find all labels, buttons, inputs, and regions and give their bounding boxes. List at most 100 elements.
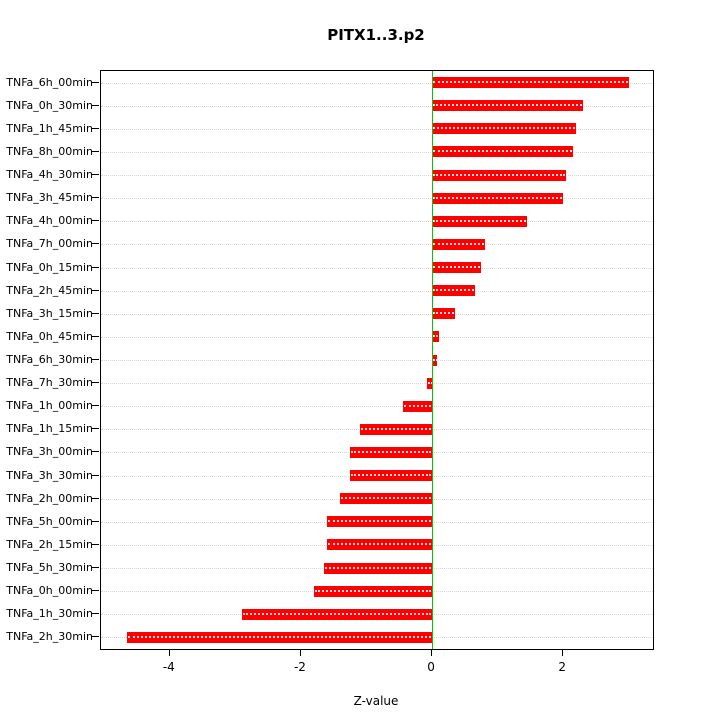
y-tick xyxy=(92,497,99,499)
y-tick xyxy=(92,81,99,83)
bar-texture xyxy=(433,312,454,315)
gridline xyxy=(101,82,653,84)
y-axis-label: TNFa_2h_45min xyxy=(6,283,93,297)
bar-texture xyxy=(433,150,572,153)
y-tick xyxy=(92,428,99,430)
bar-texture xyxy=(433,173,566,176)
gridline xyxy=(101,267,653,269)
bar-texture xyxy=(433,358,437,361)
bar xyxy=(432,262,482,274)
y-tick xyxy=(92,266,99,268)
x-axis-title: Z-value xyxy=(353,694,399,708)
x-tick xyxy=(168,649,170,656)
x-tick xyxy=(562,649,564,656)
y-axis-label: TNFa_3h_30min xyxy=(6,468,93,482)
bar xyxy=(323,562,433,574)
gridline xyxy=(101,151,653,153)
y-tick xyxy=(92,543,99,545)
gridline xyxy=(101,406,653,408)
bar-texture xyxy=(433,196,563,199)
y-tick xyxy=(92,636,99,638)
bar-texture xyxy=(433,266,481,269)
bar xyxy=(241,608,433,620)
x-tick-label: -4 xyxy=(162,660,175,674)
chart-title: PITX1..3.p2 xyxy=(327,26,425,44)
bar-texture xyxy=(328,520,432,523)
y-axis-label: TNFa_2h_15min xyxy=(6,537,93,551)
y-axis-label: TNFa_7h_30min xyxy=(6,376,93,390)
bar xyxy=(432,146,573,158)
y-axis-label: TNFa_3h_00min xyxy=(6,445,93,459)
gridline xyxy=(101,105,653,107)
y-tick xyxy=(92,174,99,176)
bar xyxy=(432,100,583,112)
bar xyxy=(432,331,439,343)
bar-texture xyxy=(433,219,527,222)
bar-texture xyxy=(351,450,432,453)
bar-texture xyxy=(351,474,432,477)
bar xyxy=(432,285,475,297)
gridline xyxy=(101,360,653,361)
x-tick-label: 2 xyxy=(558,660,566,674)
y-axis-label: TNFa_1h_00min xyxy=(6,399,93,413)
bar-texture xyxy=(433,289,474,292)
y-tick xyxy=(92,451,99,453)
bar-texture xyxy=(315,589,432,592)
y-axis-label: TNFa_6h_30min xyxy=(6,353,93,366)
gridline xyxy=(101,313,653,315)
bar xyxy=(314,585,433,597)
y-tick xyxy=(92,243,99,245)
y-axis-label: TNFa_2h_00min xyxy=(6,491,93,505)
y-axis-label: TNFa_4h_00min xyxy=(6,214,93,228)
bar-texture xyxy=(433,81,628,84)
bar-texture xyxy=(433,104,582,107)
y-axis-label: TNFa_0h_30min xyxy=(6,98,93,112)
bar xyxy=(327,539,433,551)
y-tick xyxy=(92,150,99,152)
y-tick xyxy=(92,104,99,106)
y-tick xyxy=(92,590,99,592)
gridline xyxy=(101,290,653,292)
y-axis-label: TNFa_4h_30min xyxy=(6,168,93,182)
y-tick xyxy=(92,359,99,360)
y-tick xyxy=(92,520,99,522)
bar-texture xyxy=(242,612,432,615)
x-tick xyxy=(299,649,301,656)
y-axis-label: TNFa_3h_45min xyxy=(6,191,93,205)
bar-texture xyxy=(433,127,576,130)
bar-texture xyxy=(403,404,432,407)
plot-area xyxy=(100,70,654,650)
y-axis-label: TNFa_5h_30min xyxy=(6,561,93,575)
bar-texture xyxy=(324,566,432,569)
x-tick-label: -2 xyxy=(293,660,306,674)
bar xyxy=(432,169,567,181)
y-axis-label: TNFa_1h_15min xyxy=(6,422,93,436)
bar xyxy=(340,493,433,505)
y-tick xyxy=(92,382,99,384)
y-tick xyxy=(92,127,99,129)
y-tick xyxy=(92,312,99,314)
bar xyxy=(426,377,433,389)
bar xyxy=(350,446,433,458)
y-tick xyxy=(92,474,99,476)
gridline xyxy=(101,383,653,385)
y-tick xyxy=(92,289,99,291)
bar-texture xyxy=(427,381,432,384)
y-tick xyxy=(92,220,99,222)
gridline xyxy=(101,336,653,338)
y-axis-label: TNFa_2h_30min xyxy=(6,630,93,644)
y-axis-label: TNFa_0h_00min xyxy=(6,584,93,598)
bar xyxy=(432,238,485,250)
y-axis-label: TNFa_6h_00min xyxy=(6,75,93,89)
bar xyxy=(359,423,433,435)
gridline xyxy=(101,221,653,223)
bar-texture xyxy=(360,427,432,430)
zero-line xyxy=(432,71,434,649)
bar xyxy=(127,631,433,643)
y-tick xyxy=(92,197,99,199)
bar-texture xyxy=(328,543,432,546)
bar xyxy=(432,192,564,204)
gridline xyxy=(101,175,653,177)
y-tick xyxy=(92,567,99,569)
